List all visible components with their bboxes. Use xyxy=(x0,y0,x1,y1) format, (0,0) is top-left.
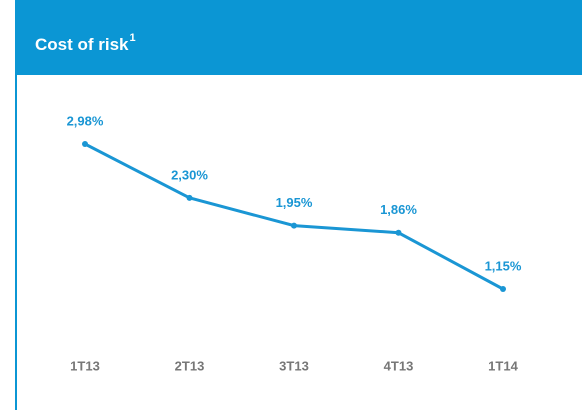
x-tick-label: 4T13 xyxy=(384,358,414,373)
value-label: 1,15% xyxy=(485,258,522,273)
title-text: Cost of risk xyxy=(35,35,129,54)
x-tick-label: 2T13 xyxy=(175,358,205,373)
point xyxy=(82,141,88,147)
x-tick-label: 1T13 xyxy=(70,358,100,373)
value-label: 2,30% xyxy=(171,167,208,182)
header-band xyxy=(15,0,582,75)
point xyxy=(395,229,402,236)
x-tick-label: 1T14 xyxy=(488,358,518,373)
value-label: 2,98% xyxy=(67,113,104,128)
title-superscript: 1 xyxy=(130,32,136,44)
point xyxy=(186,194,193,201)
point xyxy=(500,286,506,292)
chart-title: Cost of risk1 xyxy=(35,32,136,55)
value-label: 1,95% xyxy=(276,195,313,210)
x-tick-label: 3T13 xyxy=(279,358,309,373)
point xyxy=(291,222,297,229)
value-label: 1,86% xyxy=(380,202,417,217)
line xyxy=(84,142,504,291)
